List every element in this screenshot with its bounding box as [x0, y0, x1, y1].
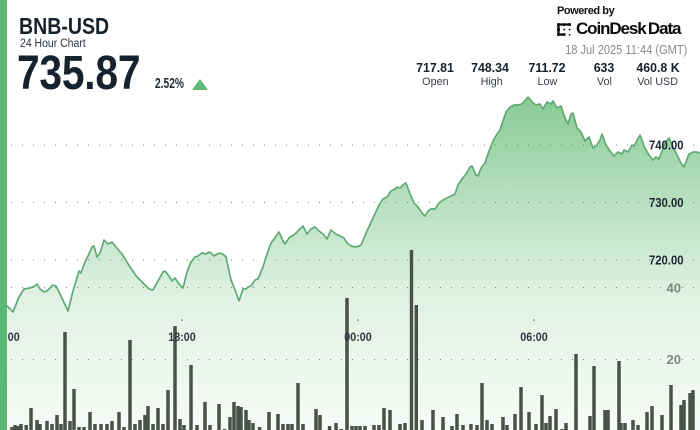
svg-text:720.00: 720.00 [649, 253, 684, 267]
svg-text:740.00: 740.00 [649, 138, 684, 152]
svg-text:00:00: 00:00 [344, 330, 372, 344]
svg-text:06:00: 06:00 [520, 330, 548, 344]
svg-text:18:00: 18:00 [168, 330, 196, 344]
svg-text:20: 20 [667, 353, 682, 367]
svg-text:730.00: 730.00 [649, 196, 684, 210]
svg-text:40: 40 [667, 282, 682, 296]
